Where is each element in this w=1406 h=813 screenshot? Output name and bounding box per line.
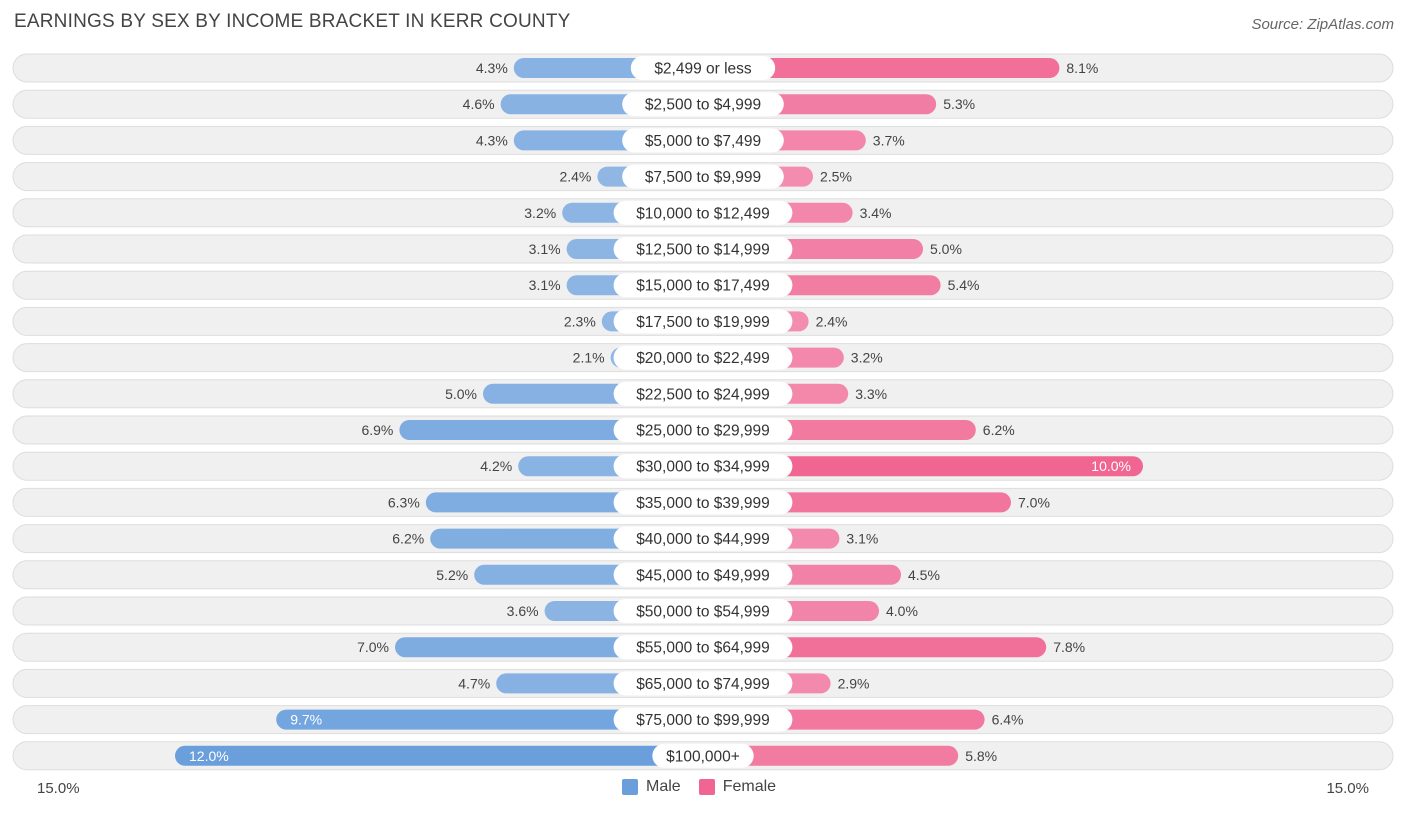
legend: Male Female [622,778,794,796]
female-bar [703,745,959,766]
category-label: $7,500 to $9,999 [645,169,761,186]
female-value-label: 3.2% [851,350,883,366]
female-value-label: 3.3% [855,386,887,402]
male-value-label: 2.4% [559,169,591,185]
category-pill [622,128,784,153]
category-pill [652,743,754,768]
male-value-label: 4.2% [480,458,512,474]
male-value-label: 3.2% [524,205,556,221]
category-label: $40,000 to $44,999 [636,531,770,548]
category-pill [613,635,793,660]
female-value-label: 4.0% [886,603,918,619]
legend-female: Female [698,778,777,796]
male-value-label: 3.1% [529,241,561,257]
category-pill [613,562,793,587]
male-value-label: 5.0% [445,386,477,402]
axis-left-label: 15.0% [37,780,80,797]
axis-right-label: 15.0% [1326,780,1369,797]
male-value-label: 2.1% [573,350,605,366]
category-label: $45,000 to $49,999 [636,567,770,584]
male-value-label: 9.7% [290,712,322,728]
category-pill [622,92,784,117]
category-label: $75,000 to $99,999 [636,712,770,729]
category-pill [613,671,793,696]
male-value-label: 5.2% [436,567,468,583]
male-value-label: 7.0% [357,639,389,655]
legend-female-swatch [698,779,715,795]
category-pill [630,56,776,80]
category-pill [613,345,793,370]
category-label: $30,000 to $34,999 [636,459,770,476]
category-label: $2,500 to $4,999 [645,97,761,114]
category-label: $5,000 to $7,499 [645,133,761,150]
female-value-label: 10.0% [1091,458,1131,474]
male-value-label: 3.1% [529,277,561,293]
category-label: $100,000+ [666,748,740,765]
female-value-label: 6.2% [983,422,1015,438]
legend-male-label: Male [646,778,681,795]
category-pill [613,707,793,732]
male-value-label: 12.0% [189,748,229,764]
category-label: $17,500 to $19,999 [636,314,770,331]
male-value-label: 6.3% [388,494,420,510]
male-value-label: 3.6% [507,603,539,619]
category-label: $15,000 to $17,499 [636,278,770,295]
category-label: $2,499 or less [654,61,752,78]
category-pill [613,200,793,225]
category-label: $12,500 to $14,999 [636,242,770,259]
male-value-label: 6.9% [361,422,393,438]
legend-female-label: Female [722,778,777,795]
legend-male-swatch [622,779,638,795]
female-value-label: 5.8% [965,748,997,764]
male-value-label: 4.6% [463,96,495,112]
female-value-label: 3.1% [846,531,878,547]
category-label: $22,500 to $24,999 [636,386,770,403]
female-bar [703,456,1143,477]
male-value-label: 4.3% [476,60,508,76]
male-bar [175,745,703,766]
source-label: Source: ZipAtlas.com [1251,16,1394,33]
female-value-label: 7.0% [1018,494,1050,510]
category-label: $65,000 to $74,999 [636,676,770,693]
female-value-label: 7.8% [1053,639,1085,655]
female-bar [703,58,1060,78]
female-value-label: 2.5% [820,169,852,185]
category-label: $50,000 to $54,999 [636,604,770,621]
category-label: $35,000 to $39,999 [636,495,770,512]
female-value-label: 4.5% [908,567,940,583]
female-value-label: 5.3% [943,96,975,112]
legend-male: Male [622,778,681,796]
chart-canvas: 4.3% 8.1% $2,499 or less 4.6% 5.3% $2,500 to … [12,53,1394,771]
female-value-label: 2.9% [838,675,870,691]
female-value-label: 3.4% [860,205,892,221]
category-pill [613,599,793,623]
category-pill [613,273,793,298]
male-value-label: 2.3% [564,313,596,329]
female-value-label: 2.4% [816,313,848,329]
category-label: $25,000 to $29,999 [636,423,770,440]
female-value-label: 5.4% [948,277,980,293]
category-pill [613,309,793,334]
female-value-label: 3.7% [873,132,905,148]
category-label: $55,000 to $64,999 [636,640,770,657]
category-label: $10,000 to $12,499 [636,205,770,222]
chart-title: EARNINGS BY SEX BY INCOME BRACKET IN KER… [14,11,571,32]
female-value-label: 6.4% [992,712,1024,728]
category-pill [622,164,784,189]
female-value-label: 5.0% [930,241,962,257]
male-value-label: 4.7% [458,675,490,691]
category-pill [613,418,793,442]
male-bar [276,709,703,730]
category-pill [613,526,793,551]
category-pill [613,454,793,479]
category-pill [613,237,793,261]
category-pill [613,490,793,515]
category-label: $20,000 to $22,499 [636,350,770,367]
female-value-label: 8.1% [1066,60,1098,76]
male-value-label: 6.2% [392,531,424,547]
category-pill [613,381,793,406]
male-value-label: 4.3% [476,132,508,148]
